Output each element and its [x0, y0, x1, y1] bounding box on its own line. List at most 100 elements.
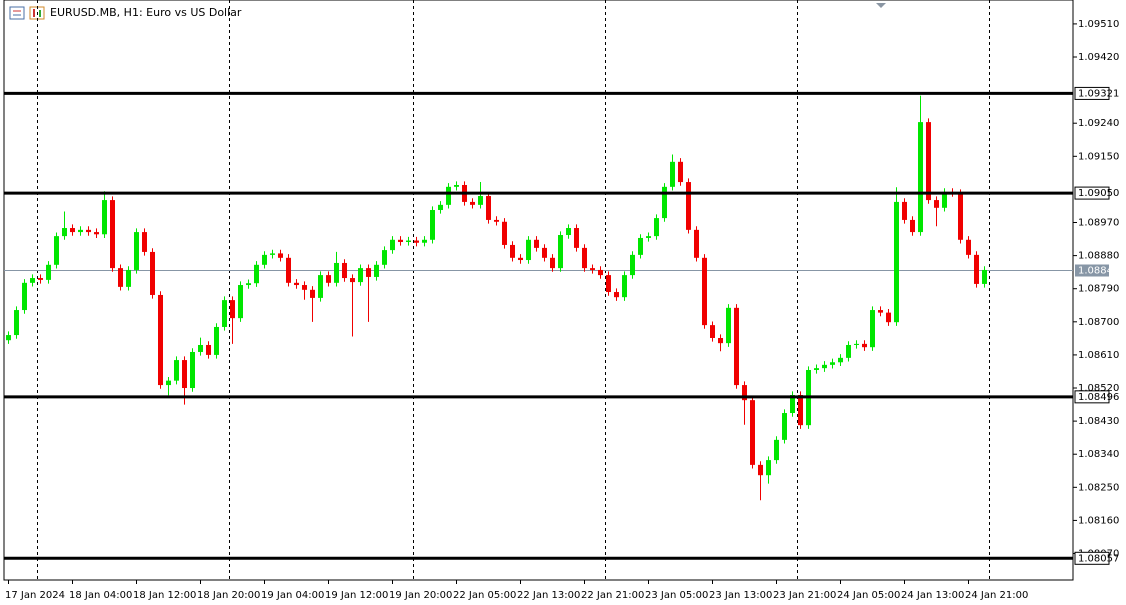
candle-body: [966, 239, 971, 255]
candle-body: [238, 285, 243, 319]
candle-body: [862, 343, 867, 348]
candle-body: [78, 229, 83, 233]
candle-body: [294, 282, 299, 286]
candle-body: [790, 395, 795, 414]
candle-body: [654, 218, 659, 237]
y-tick-label: 1.08610: [1078, 350, 1119, 361]
candle-body: [598, 269, 603, 276]
x-tick-label: 24 Jan 21:00: [965, 590, 1028, 601]
candle-body: [382, 250, 387, 265]
candle-body: [374, 264, 379, 277]
x-tick-label: 19 Jan 04:00: [261, 590, 324, 601]
candle-body: [886, 312, 891, 323]
candle-body: [198, 344, 203, 352]
candle-body: [542, 247, 547, 258]
x-tick-label: 19 Jan 20:00: [389, 590, 452, 601]
candle-body: [782, 413, 787, 440]
candle-body: [766, 460, 771, 476]
candle-body: [62, 228, 67, 237]
x-tick-label: 18 Jan 04:00: [69, 590, 132, 601]
candle-body: [958, 193, 963, 240]
candle-body: [534, 239, 539, 248]
candle-body: [942, 191, 947, 208]
candle-body: [510, 244, 515, 258]
candle-body: [582, 247, 587, 269]
candle-body: [662, 186, 667, 219]
chart-title: EURUSD.MB, H1: Euro vs US Dollar: [50, 6, 242, 19]
candle-body: [894, 201, 899, 323]
candle-body: [14, 310, 19, 336]
candle-body: [518, 257, 523, 261]
candle-body: [822, 364, 827, 369]
candle-body: [150, 251, 155, 295]
candle-body: [550, 257, 555, 269]
y-tick-label: 1.08340: [1078, 449, 1119, 460]
candle-body: [718, 337, 723, 344]
candle-body: [630, 254, 635, 276]
candle-body: [406, 240, 411, 243]
candle-body: [870, 310, 875, 348]
candle-body: [38, 278, 43, 280]
candle-body: [126, 269, 131, 287]
y-tick-label: 1.08160: [1078, 515, 1119, 526]
candle-body: [590, 268, 595, 270]
level-label: 1.09321: [1078, 88, 1119, 99]
candle-body: [206, 344, 211, 355]
y-tick-label: 1.08790: [1078, 284, 1119, 295]
candle-body: [982, 269, 987, 284]
candle-body: [454, 184, 459, 187]
candle-body: [46, 264, 51, 280]
level-label: 1.08057: [1078, 553, 1119, 564]
candle-body: [118, 268, 123, 287]
candle-body: [902, 201, 907, 220]
x-tick-label: 18 Jan 12:00: [133, 590, 196, 601]
candle-body: [742, 385, 747, 401]
x-tick-label: 22 Jan 05:00: [453, 590, 516, 601]
candle-body: [702, 257, 707, 326]
candle-body: [854, 343, 859, 345]
candle-body: [358, 268, 363, 283]
x-tick-label: 17 Jan 2024: [5, 590, 65, 601]
candle-body: [774, 439, 779, 461]
candle-body: [446, 186, 451, 205]
candle-body: [430, 210, 435, 240]
candle-body: [30, 278, 35, 283]
candle-body: [270, 253, 275, 255]
candle-body: [302, 285, 307, 290]
candle-body: [526, 239, 531, 261]
candle-body: [6, 335, 11, 341]
candle-body: [694, 229, 699, 258]
candle-body: [502, 221, 507, 245]
y-tick-label: 1.09420: [1078, 52, 1119, 63]
x-tick-label: 23 Jan 13:00: [709, 590, 772, 601]
candle-body: [478, 196, 483, 205]
x-tick-label: 24 Jan 05:00: [837, 590, 900, 601]
candle-body: [22, 282, 27, 311]
candle-body: [614, 292, 619, 298]
candle-body: [214, 326, 219, 355]
candle-body: [254, 264, 259, 284]
candle-body: [670, 161, 675, 187]
candle-body: [326, 275, 331, 283]
candle-body: [246, 283, 251, 286]
x-tick-label: 19 Jan 12:00: [325, 590, 388, 601]
scroll-marker: [876, 3, 886, 8]
candle-body: [926, 122, 931, 201]
y-tick-label: 1.08970: [1078, 218, 1119, 229]
candle-body: [366, 268, 371, 277]
candle-body: [174, 360, 179, 381]
candle-body: [934, 200, 939, 208]
candle-body: [750, 400, 755, 465]
current-price-label: 1.08841: [1078, 266, 1119, 277]
candle-body: [222, 300, 227, 327]
candle-body: [558, 235, 563, 269]
y-tick-label: 1.08880: [1078, 251, 1119, 262]
candle-body: [390, 239, 395, 251]
level-label-box: [1074, 86, 1110, 100]
x-tick-label: 18 Jan 20:00: [197, 590, 260, 601]
candle-body: [486, 196, 491, 220]
candle-body: [134, 232, 139, 270]
candle-body: [230, 300, 235, 319]
candle-body: [606, 275, 611, 293]
